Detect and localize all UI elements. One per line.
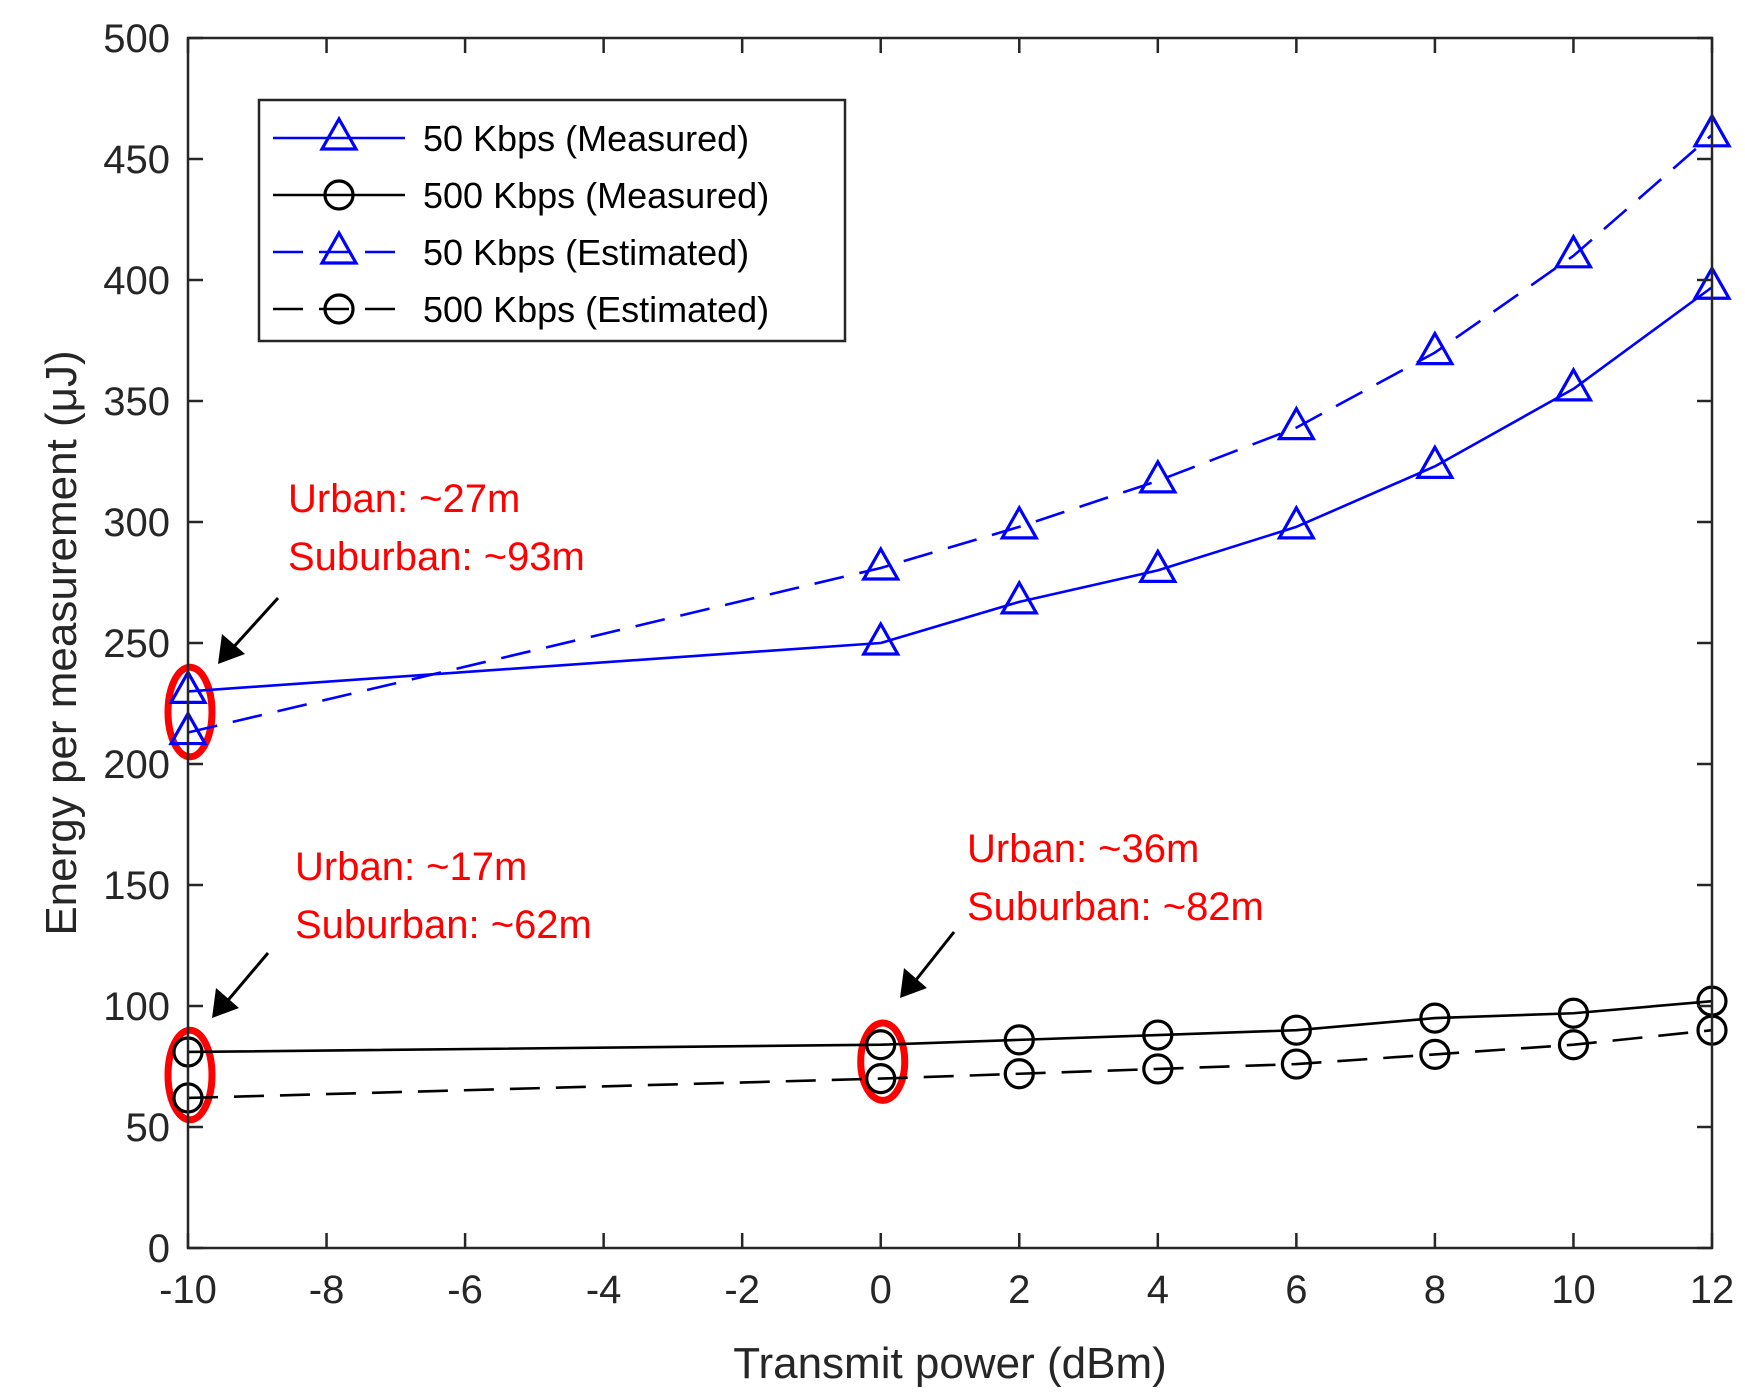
- data-point: [1557, 997, 1590, 1029]
- data-point: [1553, 366, 1594, 402]
- legend-marker: [319, 229, 359, 265]
- y-tick-label: 250: [103, 622, 170, 666]
- series-line: [187, 999, 1713, 1054]
- data-point: [1003, 1058, 1035, 1090]
- data-point: [1276, 504, 1317, 540]
- x-tick-label: 4: [1147, 1268, 1169, 1312]
- data-point: [1138, 458, 1178, 494]
- data-point: [1415, 444, 1455, 479]
- annotations: Urban: ~27m Suburban: ~93m Urban: ~17m Subu…: [164, 477, 1264, 1124]
- data-point: [1280, 1048, 1312, 1080]
- data-point: [1276, 405, 1317, 441]
- data-point: [1142, 1053, 1174, 1085]
- y-tick-label: 150: [103, 864, 170, 908]
- x-tick-label: 8: [1424, 1268, 1446, 1312]
- legend: 50 Kbps (Measured) 500 Kbps (Measured) 50 …: [257, 98, 847, 343]
- annotation-ellipse: [164, 663, 216, 761]
- axes: -10 -8 -6 -4 -2 0 2 4 6 8 10 12 0 50 100 150 200 250 300 35…: [103, 17, 1734, 1312]
- data-point: [999, 504, 1040, 540]
- x-axis-title: Transmit power (dBm): [733, 1339, 1167, 1388]
- data-point: [1415, 330, 1455, 366]
- data-point: [860, 545, 901, 581]
- annotation-suburban-label: Suburban: ~93m: [288, 535, 585, 579]
- y-tick-label: 450: [103, 138, 170, 182]
- legend-box: [257, 98, 847, 343]
- y-tick-label: 100: [103, 985, 170, 1029]
- x-tick-label: 0: [870, 1268, 892, 1312]
- y-tick-label: 500: [103, 17, 170, 61]
- y-tick-label: 300: [103, 501, 170, 545]
- annotation-arrowhead: [212, 988, 239, 1018]
- y-tick-label: 0: [148, 1227, 170, 1271]
- y-tick-label: 350: [103, 380, 170, 424]
- legend-item: 500 Kbps (Measured): [273, 175, 769, 216]
- data-point: [999, 579, 1040, 615]
- legend-item: 50 Kbps (Measured): [273, 115, 749, 159]
- x-tick-label: -8: [309, 1268, 345, 1312]
- x-tick-label: 2: [1008, 1268, 1030, 1312]
- legend-marker: [319, 115, 359, 151]
- annotation-urban-label: Urban: ~17m: [295, 845, 527, 889]
- data-point: [1142, 1019, 1174, 1051]
- data-point: [1003, 1024, 1035, 1056]
- x-tick-label: 10: [1551, 1268, 1596, 1312]
- data-point: [865, 1062, 897, 1095]
- legend-label: 500 Kbps (Measured): [423, 175, 769, 216]
- data-point: [1280, 1014, 1312, 1046]
- series-line: [187, 133, 1713, 734]
- annotation-arrow-shaft: [910, 931, 956, 986]
- series-line: [187, 286, 1713, 693]
- x-tick-label: -4: [586, 1268, 622, 1312]
- legend-item: 500 Kbps (Estimated): [273, 289, 769, 330]
- legend-label: 500 Kbps (Estimated): [423, 289, 769, 330]
- data-point: [1557, 1029, 1590, 1061]
- annotation-arrow-shaft: [222, 952, 270, 1006]
- annotation-suburban-label: Suburban: ~82m: [967, 885, 1264, 929]
- annotation-arrow-shaft: [228, 596, 280, 653]
- annotation-urban-label: Urban: ~36m: [967, 827, 1199, 871]
- legend-label: 50 Kbps (Estimated): [423, 232, 749, 273]
- data-point: [1419, 1038, 1451, 1071]
- data-point: [1553, 233, 1594, 269]
- y-axis-title: Energy per measurement (μJ): [37, 350, 86, 935]
- y-tick-label: 200: [103, 743, 170, 787]
- annotation-suburban-label: Suburban: ~62m: [295, 903, 592, 947]
- x-tick-label: 12: [1690, 1268, 1735, 1312]
- y-tick-label: 50: [126, 1106, 171, 1150]
- annotation-ellipse: [857, 1019, 909, 1104]
- legend-marker: [323, 293, 355, 325]
- annotation-urban-label: Urban: ~27m: [288, 477, 520, 521]
- x-tick-label: 6: [1285, 1268, 1307, 1312]
- data-point: [865, 1029, 897, 1061]
- series-line: [187, 1028, 1713, 1100]
- legend-item: 50 Kbps (Estimated): [273, 229, 749, 273]
- series-4: [172, 1014, 1728, 1114]
- annotation-arrowhead: [218, 634, 245, 664]
- legend-marker: [323, 179, 355, 211]
- data-point: [860, 620, 901, 656]
- data-point: [1419, 1002, 1451, 1034]
- annotation-ellipse: [164, 1026, 216, 1124]
- y-tick-label: 400: [103, 259, 170, 303]
- x-tick-label: -10: [159, 1268, 217, 1312]
- annotation-arrowhead: [900, 968, 927, 998]
- x-tick-label: -6: [447, 1268, 483, 1312]
- legend-label: 50 Kbps (Measured): [423, 118, 749, 159]
- data-point: [1138, 548, 1178, 584]
- series-group: [168, 112, 1732, 1114]
- x-tick-label: -2: [724, 1268, 760, 1312]
